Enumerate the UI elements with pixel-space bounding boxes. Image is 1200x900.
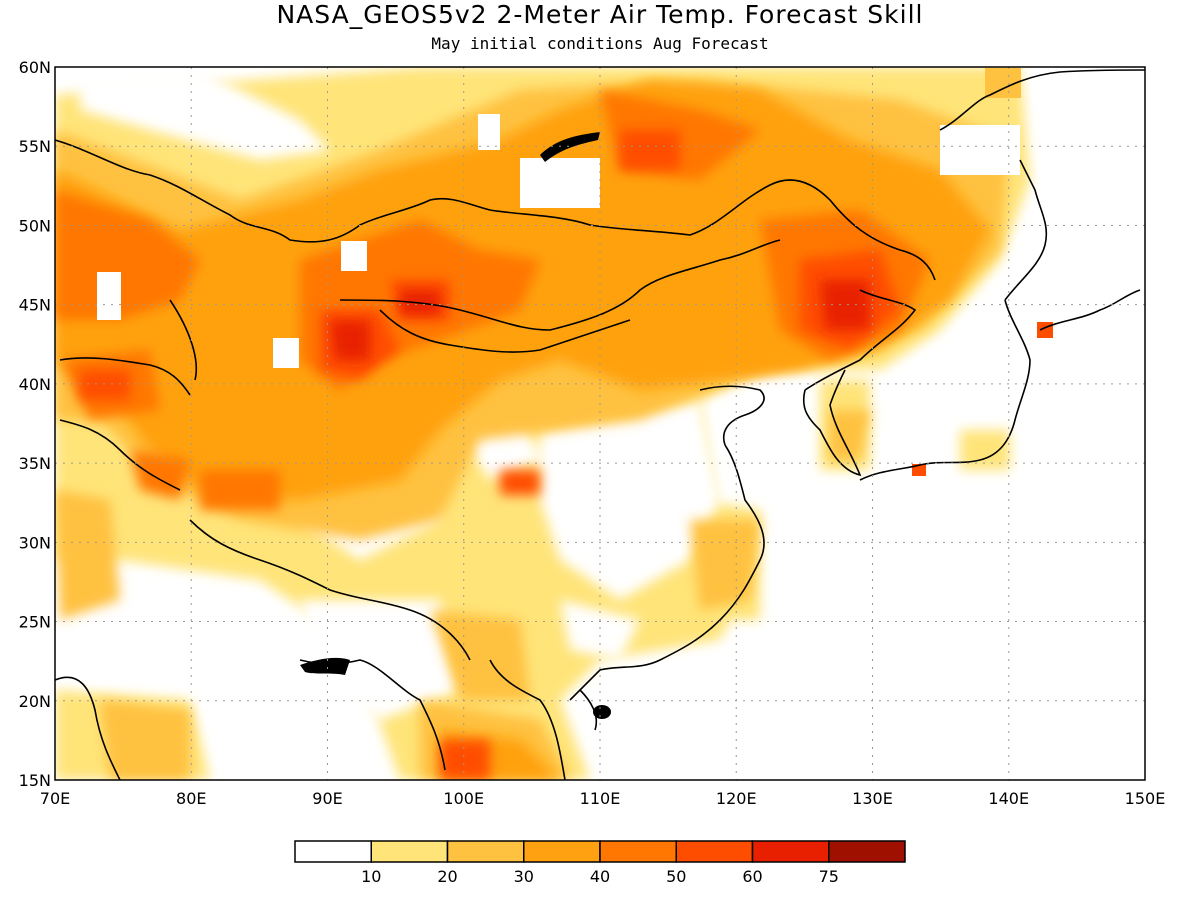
colorbar-label: 40 [590, 867, 610, 886]
colorbar-swatch [294, 840, 372, 863]
colorbar-swatch [446, 840, 525, 863]
map-subtitle: May initial conditions Aug Forecast [431, 34, 769, 53]
colorbar-swatch [751, 840, 830, 863]
lat-tick-label: 55N [19, 137, 51, 156]
colorbar-swatch [370, 840, 449, 863]
colorbar: 10 20 30 40 50 60 75 [294, 840, 906, 886]
colorbar-label: 20 [437, 867, 457, 886]
gridlines [55, 67, 1145, 780]
coast-details [300, 132, 611, 719]
lat-tick-label: 40N [19, 375, 51, 394]
lat-tick-label: 45N [19, 296, 51, 315]
lat-tick-label: 20N [19, 692, 51, 711]
colorbar-swatch [599, 840, 677, 863]
lon-tick-label: 120E [716, 789, 757, 808]
colorbar-label: 60 [742, 867, 762, 886]
lon-tick-label: 90E [312, 789, 342, 808]
lon-tick-label: 150E [1125, 789, 1166, 808]
colorbar-label: 75 [819, 867, 839, 886]
lat-tick-label: 15N [19, 771, 51, 790]
lat-tick-label: 50N [19, 216, 51, 235]
colorbar-swatch [523, 840, 601, 863]
colorbar-swatch [675, 840, 754, 863]
colorbar-label: 50 [666, 867, 686, 886]
lon-tick-label: 70E [40, 789, 70, 808]
axis-ticks: 70E 80E 90E 100E 110E 120E 130E 140E 150E 15N 20N 2… [19, 58, 1166, 808]
map-title: NASA_GEOS5v2 2-Meter Air Temp. Forecast … [276, 0, 924, 29]
lon-tick-label: 110E [580, 789, 621, 808]
lon-tick-label: 130E [852, 789, 893, 808]
map-frame [54, 66, 1146, 781]
lon-tick-label: 80E [176, 789, 206, 808]
lat-tick-label: 30N [19, 533, 51, 552]
lat-tick-label: 25N [19, 613, 51, 632]
lat-tick-label: 35N [19, 454, 51, 473]
lat-tick-label: 60N [19, 58, 51, 77]
lon-tick-label: 140E [988, 789, 1029, 808]
colorbar-label: 30 [514, 867, 534, 886]
colorbar-label: 10 [361, 867, 381, 886]
lon-tick-label: 100E [443, 789, 484, 808]
colorbar-swatch [828, 840, 906, 863]
coastlines [55, 69, 1145, 780]
skill-field [55, 67, 1145, 780]
